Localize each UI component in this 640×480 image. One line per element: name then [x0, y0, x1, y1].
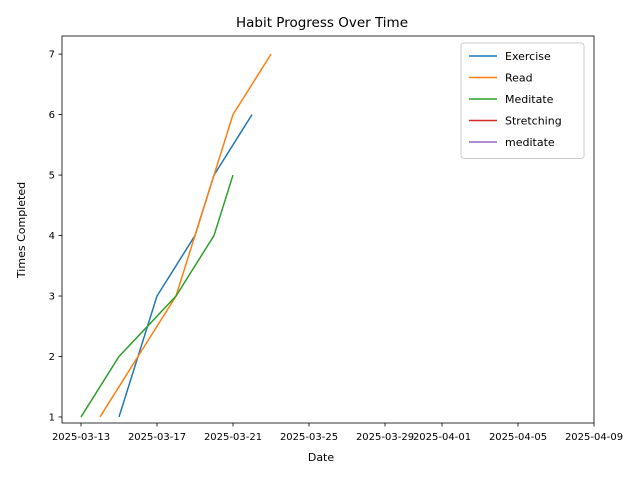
plot-area-frame	[61, 35, 595, 424]
x-tick-label: 2025-03-25	[280, 432, 338, 443]
legend-label: Exercise	[505, 50, 551, 63]
plot-lines	[80, 53, 272, 418]
y-axis-ticks: 1 2 3 4 5 6 7	[49, 50, 62, 423]
y-tick-label: 1	[49, 412, 55, 423]
legend-label: Read	[505, 72, 533, 85]
legend-label: meditate	[505, 136, 555, 149]
x-tick-label: 2025-03-21	[204, 432, 262, 443]
legend: Exercise Read Meditate Stretching meditate	[460, 42, 585, 159]
y-axis-label: Times Completed	[15, 182, 28, 279]
legend-frame	[460, 42, 585, 159]
x-axis-label: Date	[308, 451, 335, 464]
y-tick-label: 2	[49, 352, 55, 363]
chart-title: Habit Progress Over Time	[236, 15, 408, 31]
legend-label: Stretching	[505, 115, 562, 128]
x-tick-label: 2025-03-17	[128, 432, 186, 443]
x-tick-label: 2025-03-29	[356, 432, 414, 443]
series-line-read	[99, 53, 272, 418]
y-tick-label: 6	[49, 110, 55, 121]
y-tick-label: 7	[49, 50, 55, 61]
x-tick-label: 2025-04-01	[413, 432, 471, 443]
x-tick-label: 2025-04-05	[489, 432, 547, 443]
y-tick-label: 5	[49, 171, 55, 182]
y-tick-label: 3	[49, 292, 55, 303]
x-axis-ticks: 2025-03-13 2025-03-17 2025-03-21 2025-03-25…	[52, 423, 623, 443]
x-tick-label: 2025-04-09	[565, 432, 623, 443]
series-line-meditate	[80, 174, 234, 418]
legend-label: Meditate	[505, 93, 554, 106]
y-tick-label: 4	[49, 231, 55, 242]
x-tick-label: 2025-03-13	[52, 432, 110, 443]
